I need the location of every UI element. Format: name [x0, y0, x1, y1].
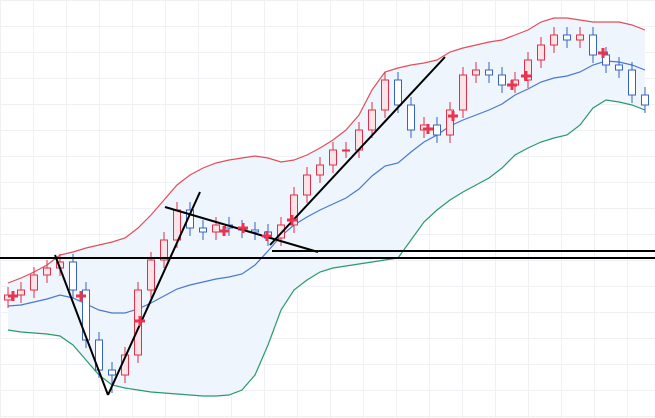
candle-body: [147, 259, 155, 291]
candle-body: [498, 74, 506, 86]
candle-body: [446, 109, 454, 136]
candle-body: [251, 229, 259, 233]
candle-body: [329, 149, 337, 166]
candle-body: [43, 267, 51, 276]
annotations: [0, 48, 655, 396]
trend-line: [269, 56, 446, 246]
cross-marker: [8, 48, 608, 326]
candle-body: [199, 227, 207, 233]
candle-body: [316, 164, 324, 176]
candle-body: [277, 224, 285, 239]
candle-body: [368, 109, 376, 131]
indicator-line: [7, 60, 646, 314]
candle-body: [303, 174, 311, 196]
candle-body: [524, 59, 532, 81]
candle-body: [69, 261, 77, 291]
candle-body: [641, 94, 649, 106]
candle-body: [381, 79, 389, 111]
candle-body: [433, 124, 441, 136]
candle-body: [550, 34, 558, 46]
candle-body: [160, 239, 168, 261]
candle-body: [407, 104, 415, 131]
candle-body: [576, 34, 584, 41]
candle-body: [602, 54, 610, 66]
indicator-line: [7, 17, 646, 284]
candle-body: [459, 74, 467, 111]
candle-body: [17, 289, 25, 296]
band-layer: [7, 17, 646, 397]
candle-body: [615, 64, 623, 71]
candle-body: [537, 44, 545, 61]
candle-body: [628, 69, 636, 96]
candle-body: [394, 79, 402, 106]
candle-body: [186, 209, 194, 229]
trend-line: [54, 254, 109, 396]
candle-body: [342, 149, 350, 152]
candle-body: [472, 69, 480, 76]
candle-body: [290, 194, 298, 226]
candle-body: [563, 34, 571, 41]
candle-body: [82, 289, 90, 341]
candle-body: [108, 369, 116, 376]
candle-body: [30, 274, 38, 291]
indicator-line: [7, 99, 646, 397]
signal-markers: [8, 48, 608, 326]
candle-body: [589, 34, 597, 56]
candle-body: [212, 224, 220, 233]
candle-body: [485, 69, 493, 76]
trend-line: [107, 191, 201, 396]
